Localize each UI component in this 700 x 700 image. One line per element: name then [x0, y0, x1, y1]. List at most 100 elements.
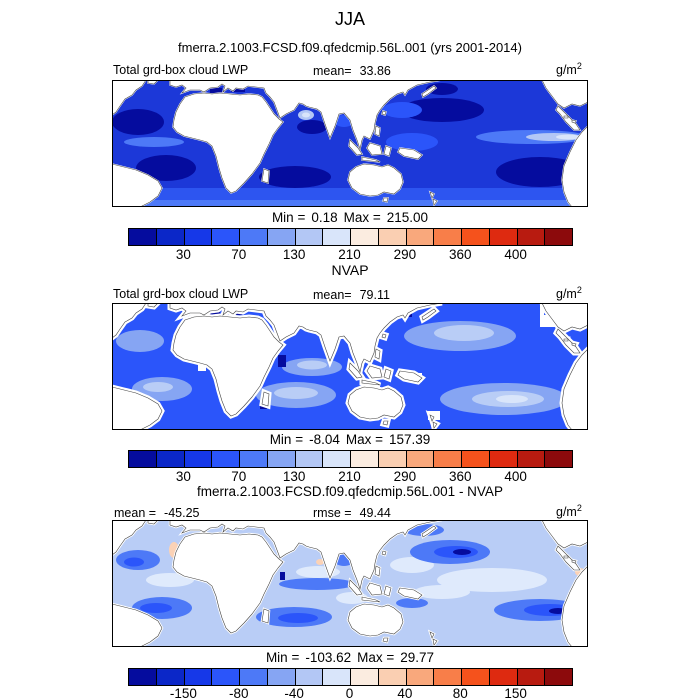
colorbar-segment [545, 669, 572, 685]
colorbar-tick-label: -40 [284, 686, 304, 700]
colorbar-segment [406, 229, 435, 245]
mean-stat: mean = -45.25 [114, 506, 200, 520]
unit-label: g/m2 [556, 61, 582, 78]
colorbar-tick-label: 130 [282, 469, 306, 484]
colorbar-segment [462, 669, 490, 685]
mean-label: mean= [313, 64, 352, 78]
colorbar-segment [545, 229, 572, 245]
minmax-label: Min = -8.04 Max = 157.39 [269, 432, 431, 447]
mean-value: 33.86 [359, 64, 391, 78]
diff-title: fmerra.2.1003.FCSD.f09.qfedcmip.56L.001 … [197, 484, 503, 499]
colorbar-segment [406, 451, 435, 467]
colorbar-segment [434, 451, 462, 467]
colorbar-segment [212, 229, 240, 245]
colorbar-segment [434, 669, 462, 685]
colorbar-segment [323, 669, 351, 685]
colorbar-segment [462, 229, 490, 245]
rmse-label: rmse = [313, 506, 352, 520]
colorbar-tick-label: 400 [504, 469, 527, 484]
field-label: Total grd-box cloud LWP [113, 287, 249, 301]
mean-value: -45.25 [164, 506, 200, 520]
colorbar-segment [184, 229, 213, 245]
colorbar-segment [212, 669, 240, 685]
colorbar-segment [351, 669, 379, 685]
colorbar-segment [378, 669, 407, 685]
map-obs-content [112, 303, 588, 430]
mean-stat: mean= 79.11 [313, 288, 390, 302]
map-obs [112, 303, 588, 430]
colorbar-tick-label: 40 [397, 686, 413, 700]
minmax-label: Min = 0.18 Max = 215.00 [271, 210, 429, 225]
minmax-label: Min = -103.62 Max = 29.77 [265, 650, 435, 665]
colorbar-segment [351, 229, 379, 245]
colorbar-segment [517, 669, 546, 685]
colorbar-segment [406, 669, 435, 685]
colorbar-segment [184, 451, 213, 467]
colorbar-tick-label: 360 [448, 247, 472, 262]
colorbar-segment [156, 451, 185, 467]
colorbar-ticks: 30 70 130 210 290 360 400 [128, 469, 571, 485]
colorbar-tick-label: -150 [169, 686, 197, 700]
colorbar-segment [323, 229, 351, 245]
colorbar-segment [184, 669, 213, 685]
colorbar-tick-label: 130 [282, 247, 306, 262]
colorbar [128, 450, 573, 468]
colorbar-tick-label: 290 [393, 469, 417, 484]
colorbar-segment [267, 229, 296, 245]
field-label: Total grd-box cloud LWP [113, 63, 249, 77]
obs-title: NVAP [331, 262, 369, 278]
colorbar-segment [212, 451, 240, 467]
colorbar-segment [129, 669, 157, 685]
mean-label: mean= [313, 288, 352, 302]
colorbar-segment [323, 451, 351, 467]
unit-label: g/m2 [556, 285, 582, 302]
colorbar-segment [267, 669, 296, 685]
map-model [112, 80, 588, 207]
season-title: JJA [334, 9, 365, 29]
data-patches [112, 80, 588, 207]
colorbar-segment [156, 669, 185, 685]
mean-label: mean = [114, 506, 157, 520]
colorbar-segment [156, 229, 185, 245]
colorbar-segment [378, 451, 407, 467]
colorbar-tick-label: 30 [175, 247, 191, 262]
rmse-value: 49.44 [359, 506, 391, 520]
map-border [112, 80, 588, 207]
colorbar-segment [517, 229, 546, 245]
colorbar-segment [545, 451, 572, 467]
colorbar-segment [240, 669, 268, 685]
colorbar-segment [295, 229, 324, 245]
colorbar-segment [351, 451, 379, 467]
colorbar-segment [240, 229, 268, 245]
colorbar-tick-label: 210 [338, 247, 361, 262]
colorbar-segment [129, 229, 157, 245]
colorbar-segment [517, 451, 546, 467]
colorbar-segment [489, 451, 518, 467]
colorbar-segment [378, 229, 407, 245]
colorbar-tick-label: 360 [448, 469, 472, 484]
map-border [112, 520, 588, 647]
colorbar-segment [129, 451, 157, 467]
unit-label: g/m2 [556, 503, 582, 520]
mean-stat: mean= 33.86 [313, 64, 391, 78]
colorbar-segment [295, 451, 324, 467]
colorbar-tick-label: 30 [175, 469, 191, 484]
colorbar-tick-label: -80 [228, 686, 249, 700]
colorbar-tick-label: 70 [231, 247, 247, 262]
map-diff-content [112, 520, 588, 647]
colorbar-segment [295, 669, 324, 685]
colorbar [128, 668, 573, 686]
colorbar-segment [462, 451, 490, 467]
colorbar-tick-label: 290 [393, 247, 417, 262]
map-diff [112, 520, 588, 647]
colorbar-tick-label: 400 [504, 247, 527, 262]
colorbar-segment [489, 669, 518, 685]
colorbar-tick-label: 150 [504, 686, 527, 700]
colorbar [128, 228, 573, 246]
rmse-stat: rmse = 49.44 [313, 506, 391, 520]
colorbar-ticks: -150 -80 -40 0 40 80 150 [128, 686, 571, 700]
colorbar-segment [267, 451, 296, 467]
colorbar-tick-label: 70 [231, 469, 247, 484]
colorbar-tick-label: 0 [345, 686, 354, 700]
